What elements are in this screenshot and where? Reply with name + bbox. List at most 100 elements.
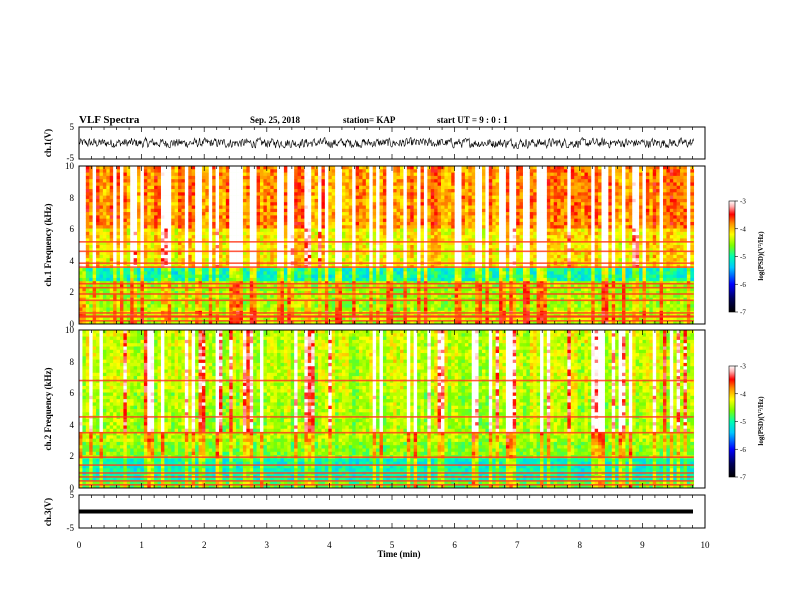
spectrogram-cell [113,277,117,282]
spectrogram-cell [184,291,189,295]
spectrogram-cell [253,248,257,252]
spectrogram-cell [266,189,271,193]
spectrogram-cell [225,258,230,262]
spectrogram-cell [239,241,244,246]
spectrogram-cell [137,212,141,216]
spectrogram-cell [324,231,329,236]
spectrogram-cell [410,320,414,325]
spectrogram-cell [369,175,374,180]
spectrogram-cell [137,258,141,262]
spectrogram-cell [287,166,292,170]
spectrogram-cell [119,304,124,308]
spectrogram-cell [113,198,117,203]
spectrogram-cell [273,241,278,246]
spectrogram-cell [239,245,244,249]
spectrogram-cell [266,208,271,213]
spectrogram-cell [116,304,121,308]
spectrogram-cell [297,297,302,302]
spectrogram-cell [150,251,155,256]
spectrogram-cell [410,241,414,246]
spectrogram-cell [341,241,346,246]
spectrogram-cell [335,208,339,213]
spectrogram-cell [304,179,309,183]
spectrogram-cell [389,205,394,210]
spectrogram-cell [229,192,233,196]
spectrogram-cell [318,271,322,275]
spectrogram-cell [178,277,182,282]
spectrogram-cell [195,268,199,272]
spectrogram-cell [106,307,111,312]
spectrogram-cell [256,215,261,219]
spectrogram-cell [242,175,247,180]
spectrogram-cell [109,218,114,223]
spectrogram-cell [369,294,374,298]
spectrogram-cell [280,185,285,190]
spectrogram-cell [123,221,128,226]
spectrogram-cell [154,215,158,219]
spectrogram-cell [389,215,394,219]
spectrogram-cell [280,320,285,325]
spectrogram-cell [324,287,329,292]
spectrogram-cell [345,291,350,295]
spectrogram-cell [283,320,288,325]
spectrogram-cell [341,320,346,325]
spectrogram-cell [256,179,261,183]
spectrogram-cell [184,198,189,203]
spectrogram-cell [331,228,336,233]
spectrogram-cell [280,189,285,193]
spectrogram-cell [403,291,408,295]
spectrogram-cell [379,189,384,193]
spectrogram-cell [157,245,162,249]
spectrogram-cell [157,231,162,236]
spectrogram-cell [184,182,189,187]
spectrogram-cell [147,192,152,196]
spectrogram-cell [382,221,387,226]
spectrogram-cell [331,182,336,187]
spectrogram-cell [188,251,193,256]
spectrogram-cell [147,238,152,243]
spectrogram-cell [181,225,186,229]
spectrogram-cell [201,231,206,236]
spectrogram-cell [362,304,367,308]
spectrogram-cell [212,297,216,302]
spectrogram-cell [82,307,87,312]
spectrogram-cell [413,202,418,206]
spectrogram-cell [376,185,380,190]
spectrogram-cell [99,231,104,236]
spectrogram-cell [331,179,336,183]
spectrogram-cell [321,192,326,196]
spectrogram-cell [249,304,254,308]
spectrogram-cell [212,198,216,203]
spectrogram-cell [99,221,104,226]
spectrogram-cell [345,238,350,243]
spectrogram-cell [365,291,370,295]
spectrogram-cell [229,297,233,302]
spectrogram-cell [99,245,104,249]
spectrogram-cell [359,317,363,322]
spectrogram-cell [256,205,261,210]
spectrogram-cell [126,241,131,246]
spectrogram-cell [188,166,193,170]
spectrogram-cell [355,277,360,282]
spectrogram-cell [113,231,117,236]
spectrogram-cell [143,192,148,196]
spectrogram-cell [96,251,100,256]
spectrogram-cell [365,195,370,200]
spectrogram-cell [157,238,162,243]
spectrogram-cell [85,166,90,170]
spectrogram-cell [372,235,377,239]
spectrogram-cell [89,284,93,289]
spectrogram-cell [89,304,93,308]
spectrogram-cell [171,307,175,312]
spectrogram-cell [410,231,414,236]
spectrogram-cell [239,205,244,210]
spectrogram-cell [242,208,247,213]
spectrogram-cell [283,215,288,219]
spectrogram-cell [403,231,408,236]
spectrogram-cell [376,225,380,229]
spectrogram-cell [400,185,404,190]
spectrogram-cell [99,254,104,259]
spectrogram-cell [109,284,114,289]
spectrogram-cell [382,195,387,200]
spectrogram-cell [290,195,295,200]
